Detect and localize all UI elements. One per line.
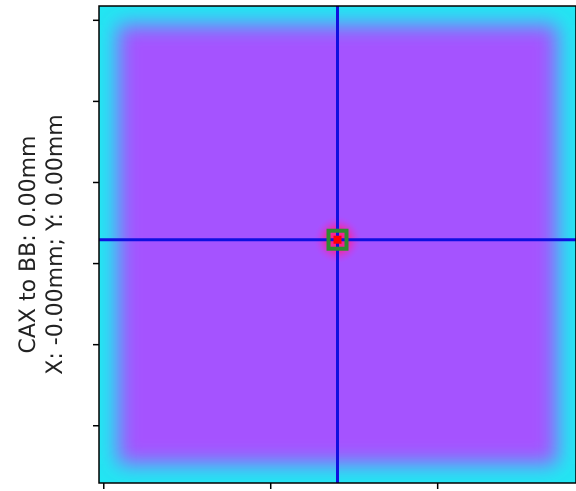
bb-center [333,235,342,244]
plot-frame [98,5,576,484]
y-axis-ticks [93,19,99,427]
x-axis-ticks [103,483,439,489]
bb-marker [326,228,349,251]
y-axis-label-line-2: X: -0.00mm; Y: 0.00mm [43,114,68,374]
y-axis-label-line-1: CAX to BB: 0.00mm [16,136,41,354]
plot-image [99,6,576,483]
y-axis-label: CAX to BB: 0.00mm X: -0.00mm; Y: 0.00mm [16,114,68,374]
